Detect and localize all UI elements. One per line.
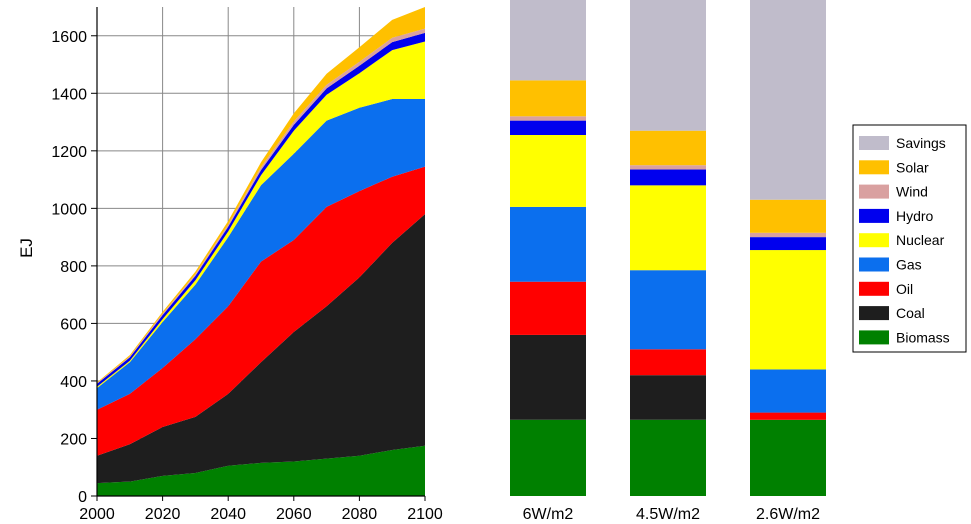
area-gas [97, 99, 425, 410]
x-tick-label: 2000 [79, 506, 115, 523]
bar-gas [510, 206, 586, 282]
y-tick-label: 1200 [51, 144, 87, 161]
y-tick-label: 400 [60, 374, 87, 391]
bar-wind [750, 232, 826, 238]
bar-savings [510, 0, 586, 81]
y-tick-label: 200 [60, 431, 87, 448]
bar-oil [630, 349, 706, 376]
legend-swatch-savings [859, 136, 889, 150]
x-tick-label: 2020 [145, 506, 181, 523]
legend-label-savings: Savings [896, 135, 946, 151]
bar-hydro [750, 237, 826, 251]
area-coal [97, 214, 425, 484]
bar-wind [630, 165, 706, 170]
legend-label-biomass: Biomass [896, 329, 950, 345]
bar-solar [750, 199, 826, 233]
y-tick-label: 800 [60, 259, 87, 276]
bar-coal [510, 334, 586, 420]
bar-category-label: 4.5W/m2 [636, 506, 700, 523]
legend-swatch-nuclear [859, 233, 889, 248]
bar-category-label: 6W/m2 [523, 506, 574, 523]
bar-hydro [510, 120, 586, 136]
bar-nuclear [510, 135, 586, 207]
bar-solar [630, 130, 706, 166]
area-wind [97, 28, 425, 384]
legend-swatch-wind [859, 184, 889, 199]
bar-solar [510, 80, 586, 117]
y-tick-label: 600 [60, 316, 87, 333]
legend-label-solar: Solar [896, 159, 929, 175]
bar-gas [630, 270, 706, 350]
bar-category-label: 2.6W/m2 [756, 506, 820, 523]
x-tick-label: 2040 [210, 506, 246, 523]
area-biomass [97, 445, 425, 496]
legend-swatch-hydro [859, 208, 889, 223]
legend-swatch-coal [859, 306, 889, 321]
bar-biomass [630, 419, 706, 496]
legend-label-nuclear: Nuclear [896, 232, 945, 248]
bar-oil [510, 281, 586, 335]
y-tick-label: 0 [78, 489, 87, 506]
bar-oil [750, 412, 826, 420]
area-oil [97, 166, 425, 456]
x-tick-label: 2100 [407, 506, 443, 523]
legend-swatch-solar [859, 160, 889, 175]
bar-biomass [750, 419, 826, 496]
bar-nuclear [750, 250, 826, 370]
bar-nuclear [630, 185, 706, 271]
y-axis-label: EJ [17, 238, 36, 258]
legend-swatch-gas [859, 257, 889, 272]
area-hydro [97, 32, 425, 387]
y-tick-label: 1600 [51, 29, 87, 46]
legend: Savings Solar Wind Hydro Nuclear Gas Oil Coal Bi… [852, 124, 967, 353]
axes: 0 200 400 600 800 1000 1200 1400 1600 2000 2020 204… [51, 7, 443, 523]
bar-savings [750, 0, 826, 200]
bar-savings [630, 0, 706, 131]
bar-hydro [630, 169, 706, 186]
bar-biomass [510, 419, 586, 496]
x-tick-label: 2080 [342, 506, 378, 523]
bar-wind [510, 116, 586, 121]
bar-plot: 6W/m2 4.5W/m2 2.6W/m2 [510, 0, 826, 523]
legend-label-coal: Coal [896, 305, 925, 321]
legend-swatch-biomass [859, 330, 889, 345]
legend-label-gas: Gas [896, 257, 922, 273]
bar-gas [750, 369, 826, 413]
legend-swatch-oil [859, 281, 889, 296]
x-tick-label: 2060 [276, 506, 312, 523]
y-tick-label: 1400 [51, 86, 87, 103]
bar-coal [630, 375, 706, 420]
y-tick-label: 1000 [51, 201, 87, 218]
legend-label-oil: Oil [896, 281, 913, 297]
area-nuclear [97, 41, 425, 389]
area-plot [97, 7, 425, 496]
legend-label-hydro: Hydro [896, 208, 934, 224]
legend-label-wind: Wind [896, 184, 928, 200]
